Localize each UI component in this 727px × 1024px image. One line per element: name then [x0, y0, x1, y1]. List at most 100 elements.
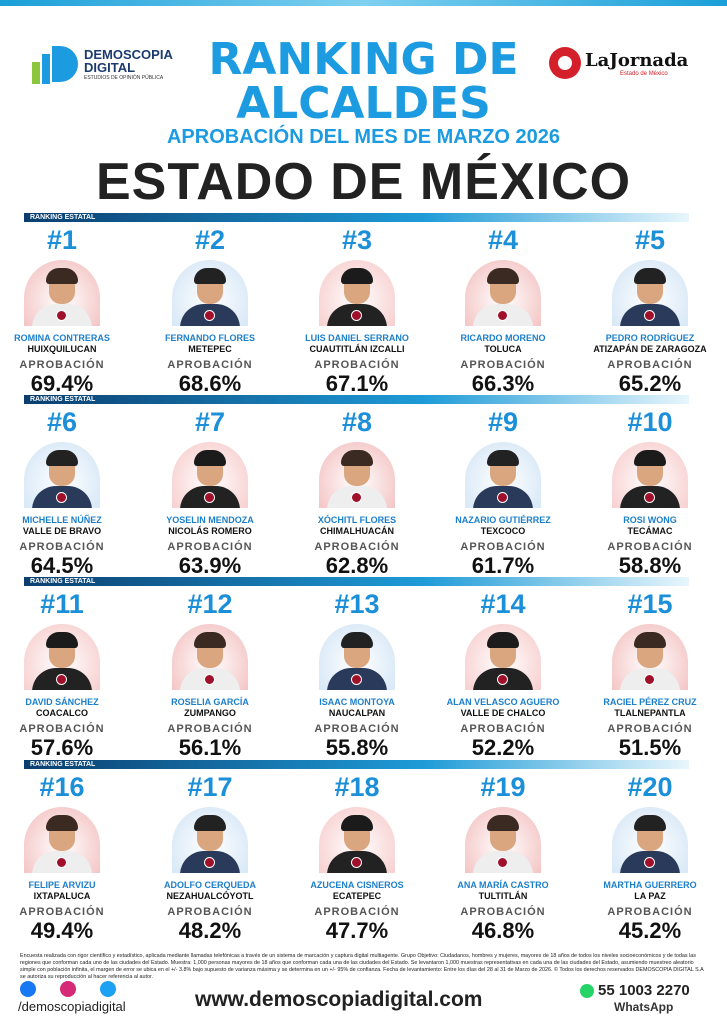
municipality: CHIMALHUACÁN: [320, 526, 394, 536]
photo: [24, 624, 100, 690]
disclaimer: Encuesta realizada con rigor científico …: [20, 953, 704, 980]
hair: [194, 815, 226, 831]
approval-label: APROBACIÓN: [314, 541, 400, 553]
party-badge: [644, 492, 655, 503]
approval-label: APROBACIÓN: [167, 541, 253, 553]
party-badge: [204, 674, 215, 685]
photo: [465, 442, 541, 508]
party-badge: [644, 310, 655, 321]
partner-sub: Estado de México: [620, 71, 668, 77]
party-badge: [351, 857, 362, 868]
name: ANA MARÍA CASTRO: [457, 880, 549, 890]
rank: #4: [487, 225, 519, 255]
approval-value: 58.8%: [618, 553, 682, 578]
municipality: VALLE DE BRAVO: [22, 526, 102, 536]
section-bar: [24, 395, 689, 404]
approval-label: APROBACIÓN: [314, 359, 400, 371]
approval-value: 52.2%: [471, 735, 535, 760]
partner-name: LaJornada: [585, 50, 689, 71]
name: NAZARIO GUTIÉRREZ: [455, 515, 551, 525]
municipality: TECÁMAC: [627, 526, 673, 536]
municipality: TULTITLÁN: [478, 891, 528, 901]
party-badge: [497, 674, 508, 685]
photo: [24, 260, 100, 326]
photo: [319, 807, 395, 873]
approval-value: 67.1%: [325, 371, 389, 396]
approval-label: APROBACIÓN: [19, 541, 105, 553]
approval-label: APROBACIÓN: [167, 359, 253, 371]
phone[interactable]: 55 1003 2270: [598, 982, 690, 999]
party-badge: [351, 310, 362, 321]
party-badge: [56, 674, 67, 685]
municipality: IXTAPALUCA: [33, 891, 91, 901]
photo: [465, 624, 541, 690]
photo: [319, 624, 395, 690]
photo: [172, 624, 248, 690]
photo: [24, 442, 100, 508]
municipality: NICOLÁS ROMERO: [168, 526, 252, 536]
title-line2: ALCALDES: [236, 78, 491, 129]
section-bar: [24, 760, 689, 769]
phone-label: WhatsApp: [614, 1000, 674, 1014]
hair: [341, 268, 373, 284]
rank: #9: [487, 407, 519, 437]
hair: [341, 450, 373, 466]
name: YOSELIN MENDOZA: [166, 515, 254, 525]
hair: [487, 815, 519, 831]
approval-value: 45.2%: [618, 918, 682, 943]
party-badge: [204, 857, 215, 868]
municipality: TLALNEPANTLA: [614, 708, 686, 718]
rank: #7: [194, 407, 226, 437]
party-badge: [497, 310, 508, 321]
hair: [194, 268, 226, 284]
approval-label: APROBACIÓN: [314, 906, 400, 918]
rank: #14: [480, 589, 526, 619]
name: MICHELLE NÚÑEZ: [22, 515, 102, 525]
brand-name: DEMOSCOPIA: [84, 47, 173, 62]
name: LUIS DANIEL SERRANO: [305, 333, 409, 343]
party-badge: [56, 857, 67, 868]
municipality: COACALCO: [36, 708, 88, 718]
social-icons: [20, 981, 116, 997]
approval-label: APROBACIÓN: [167, 723, 253, 735]
rank: #19: [480, 772, 526, 802]
name: RACIEL PÉREZ CRUZ: [603, 697, 697, 707]
section-label: RANKING ESTATAL: [30, 578, 96, 585]
rank: #1: [46, 225, 78, 255]
name: ROSI WONG: [623, 515, 677, 525]
website[interactable]: www.demoscopiadigital.com: [195, 988, 483, 1011]
subtitle: APROBACIÓN DEL MES DE MARZO 2026: [166, 126, 561, 148]
top-bar: [0, 0, 727, 6]
photo: [612, 442, 688, 508]
brand-tagline: ESTUDIOS DE OPINIÓN PÚBLICA: [84, 75, 164, 81]
name: PEDRO RODRÍGUEZ: [605, 333, 695, 343]
brand-logo: [32, 46, 78, 84]
approval-label: APROBACIÓN: [460, 906, 546, 918]
approval-value: 66.3%: [471, 371, 535, 396]
name: ROSELIA GARCÍA: [171, 697, 249, 707]
approval-label: APROBACIÓN: [19, 359, 105, 371]
party-badge: [644, 857, 655, 868]
photo: [612, 807, 688, 873]
hair: [46, 632, 78, 648]
approval-value: 46.8%: [471, 918, 535, 943]
municipality: METEPEC: [188, 344, 232, 354]
name: ISAAC MONTOYA: [319, 697, 395, 707]
party-badge: [497, 857, 508, 868]
party-badge: [204, 310, 215, 321]
municipality: ZUMPANGO: [184, 708, 236, 718]
photo: [465, 260, 541, 326]
party-badge: [351, 674, 362, 685]
photo: [319, 442, 395, 508]
party-badge: [56, 310, 67, 321]
municipality: NEZAHUALCÓYOTL: [166, 891, 254, 901]
photo: [172, 442, 248, 508]
whatsapp-icon: [580, 984, 594, 998]
name: ADOLFO CERQUEDA: [164, 880, 256, 890]
hair: [46, 450, 78, 466]
hair: [634, 450, 666, 466]
partner-logo: [549, 47, 581, 79]
photo: [319, 260, 395, 326]
social-handle[interactable]: /demoscopiadigital: [18, 999, 126, 1014]
municipality: VALLE DE CHALCO: [460, 708, 546, 718]
